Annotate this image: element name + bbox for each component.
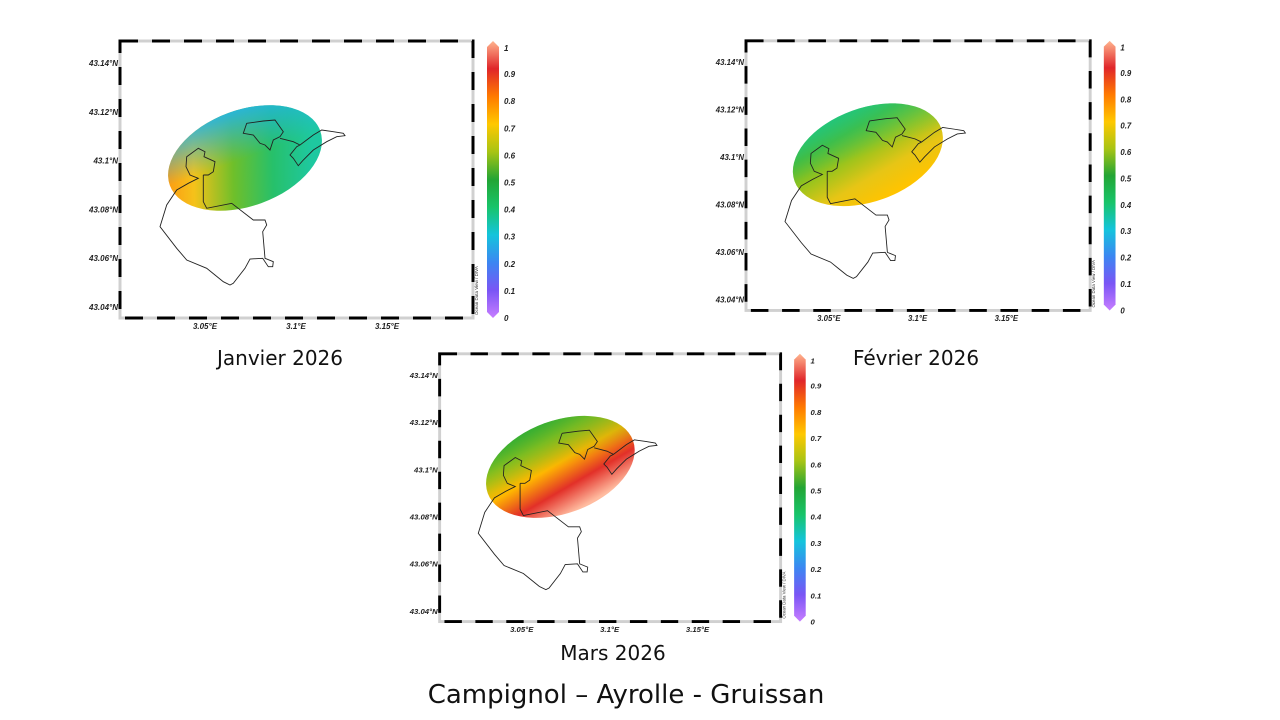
y-tick-label: 43.14°N [88,59,118,68]
map-panel-janvier: 43.14°N 43.12°N 43.1°N 43.08°N 43.06°N 43.04°… [80,35,520,335]
ocean-data-view-map: 43.14°N 43.12°N 43.1°N 43.08°N 43.06°N 43.04°… [715,39,1132,323]
y-tick-label: 43.04°N [88,303,118,312]
map-frame-dashes [118,39,475,320]
x-tick-label: 3.05°E [193,322,218,331]
colorbar-tick-label: 0.2 [1120,254,1131,263]
map-caption-mars: Mars 2026 [560,641,666,665]
colorbar-tick-label: 1 [1120,44,1124,53]
colorbar [794,353,806,622]
watermark: Ocean Data View / DIVA [1091,260,1096,308]
colorbar-tick-label: 0.4 [504,206,516,215]
x-tick-label: 3.15°E [995,314,1019,323]
colorbar-tick-label: 0.5 [504,179,516,188]
map-frame-dashes [438,352,783,624]
y-tick-label: 43.08°N [715,201,745,210]
y-tick-label: 43.08°N [88,205,118,214]
colorbar-tick-label: 0.2 [504,260,516,269]
y-tick-label: 43.06°N [88,254,118,263]
coastline [242,119,284,151]
map-panel-mars: 43.14°N 43.12°N 43.1°N 43.08°N 43.06°N 43.04°… [401,348,826,638]
y-tick-label: 43.08°N [409,512,438,521]
y-tick-label: 43.06°N [715,248,745,257]
colorbar-tick-label: 0.5 [1120,174,1131,183]
colorbar-tick-label: 0.9 [504,70,516,79]
colorbar-tick-label: 0.6 [811,460,822,469]
colorbar-tick-label: 0.7 [504,124,516,133]
ocean-data-view-map: 43.14°N 43.12°N 43.1°N 43.08°N 43.06°N 43.04°… [88,39,516,331]
colorbar-tick-label: 0 [504,314,509,323]
colorbar-tick-label: 0.7 [811,434,822,443]
colorbar-tick-label: 1 [811,356,815,365]
colorbar-tick-label: 0.6 [1120,148,1131,157]
coastline [159,147,274,286]
colorbar-tick-label: 0.8 [1120,95,1131,104]
watermark: Ocean Data View / DIVA [781,572,786,619]
x-tick-label: 3.15°E [686,625,710,634]
coastline [865,117,906,148]
x-tick-label: 3.05°E [817,314,841,323]
colorbar-tick-label: 0.1 [504,287,516,296]
coastline [558,429,598,460]
colorbar-tick-label: 0.5 [811,486,822,495]
x-tick-label: 3.1°E [600,625,620,634]
y-tick-label: 43.14°N [715,58,745,67]
y-tick-label: 43.12°N [409,418,438,427]
colorbar-tick-label: 0.3 [1120,227,1131,236]
coastline [901,127,967,163]
y-tick-label: 43.1°N [719,153,744,162]
colorbar-tick-label: 0.3 [811,539,822,548]
y-tick-label: 43.06°N [409,560,438,569]
coastline [594,439,658,476]
colorbar-tick-label: 0.4 [1120,201,1131,210]
colorbar [1103,40,1116,311]
colorbar-tick-label: 1 [504,44,509,53]
colorbar-tick-label: 0.2 [811,565,822,574]
y-tick-label: 43.12°N [88,108,118,117]
colorbar-tick-label: 0.6 [504,151,516,160]
colorbar-tick-label: 0.8 [811,408,822,417]
colorbar-tick-label: 0.9 [1120,69,1131,78]
y-tick-label: 43.14°N [409,371,438,380]
map-caption-janvier: Janvier 2026 [216,346,344,370]
y-tick-label: 43.1°N [92,157,118,166]
colorbar-tick-label: 0 [1120,306,1125,315]
colorbar-tick-label: 0.1 [1120,280,1131,289]
x-tick-label: 3.15°E [375,322,400,331]
slide-title: Campignol – Ayrolle - Gruissan [427,680,825,710]
coastline [477,457,589,591]
colorbar-tick-label: 0.7 [1120,122,1131,131]
map-panel-fevrier: 43.14°N 43.12°N 43.1°N 43.08°N 43.06°N 43.04°… [707,35,1136,327]
colorbar-tick-label: 0.4 [811,513,822,522]
watermark: Ocean Data View / DIVA [474,266,479,315]
ocean-data-view-map: 43.14°N 43.12°N 43.1°N 43.08°N 43.06°N 43.04°… [409,352,822,634]
y-tick-label: 43.04°N [715,296,745,305]
x-tick-label: 3.05°E [510,625,534,634]
colorbar-tick-label: 0.1 [811,591,822,600]
x-tick-label: 3.1°E [908,314,928,323]
y-tick-label: 43.04°N [409,607,438,616]
coastline [784,144,896,279]
y-tick-label: 43.1°N [413,465,438,474]
coastline [279,129,346,167]
colorbar [487,41,499,318]
colorbar-tick-label: 0.3 [504,233,516,242]
y-tick-label: 43.12°N [715,106,745,115]
colorbar-tick-label: 0 [811,617,816,626]
x-tick-label: 3.1°E [286,322,306,331]
map-caption-fevrier: Février 2026 [852,346,980,370]
colorbar-tick-label: 0.8 [504,97,516,106]
colorbar-tick-label: 0.9 [811,382,822,391]
map-frame-dashes [744,39,1092,312]
